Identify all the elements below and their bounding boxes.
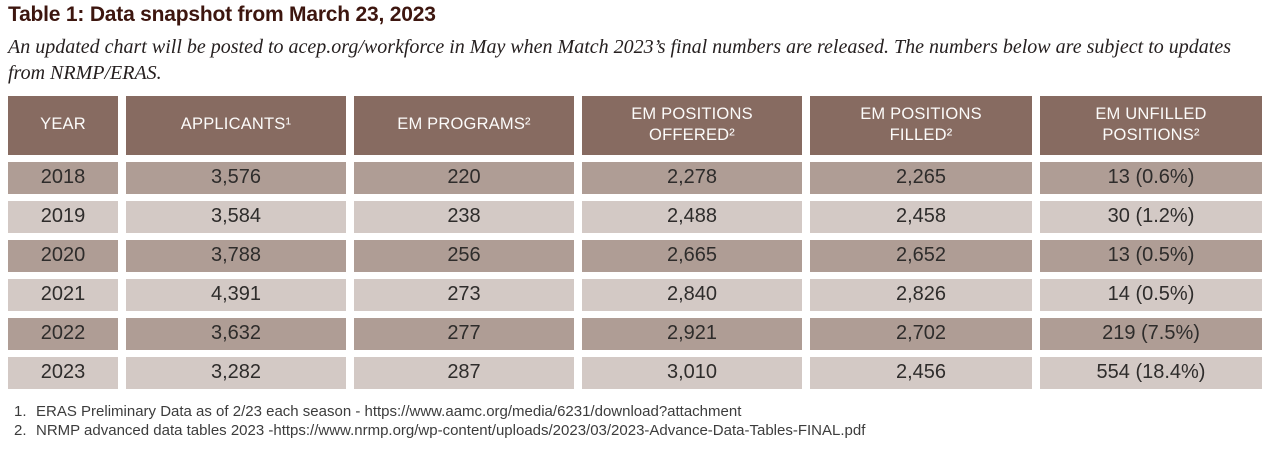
page-title: Table 1: Data snapshot from March 23, 20… bbox=[8, 3, 436, 26]
table-cell: 2020 bbox=[8, 239, 118, 272]
table-cell: 2,652 bbox=[810, 239, 1032, 272]
table-cell: 3,010 bbox=[582, 356, 802, 389]
column-header: YEAR bbox=[8, 95, 118, 155]
table-cell: 2,665 bbox=[582, 239, 802, 272]
table-cell: 3,788 bbox=[126, 239, 346, 272]
table-cell: 2,921 bbox=[582, 317, 802, 350]
table-cell: 273 bbox=[354, 278, 574, 311]
table-cell: 2,458 bbox=[810, 200, 1032, 233]
column-header: EM UNFILLED POSITIONS² bbox=[1040, 95, 1262, 155]
table-cell: 2019 bbox=[8, 200, 118, 233]
footnote-number: 2. bbox=[14, 421, 27, 439]
table-cell: 554 (18.4%) bbox=[1040, 356, 1262, 389]
table-cell: 220 bbox=[354, 161, 574, 194]
footnote-text: ERAS Preliminary Data as of 2/23 each se… bbox=[36, 402, 742, 420]
table-cell: 2018 bbox=[8, 161, 118, 194]
table-cell: 13 (0.5%) bbox=[1040, 239, 1262, 272]
footnote-text: NRMP advanced data tables 2023 -https://… bbox=[36, 421, 866, 439]
subtitle-note: An updated chart will be posted to acep.… bbox=[8, 36, 1231, 85]
footnote: 2. NRMP advanced data tables 2023 -https:… bbox=[14, 421, 1272, 440]
table-cell: 4,391 bbox=[126, 278, 346, 311]
column-header: EM POSITIONS FILLED² bbox=[810, 95, 1032, 155]
column-header: EM POSITIONS OFFERED² bbox=[582, 95, 802, 155]
table-cell: 277 bbox=[354, 317, 574, 350]
table-cell: 3,282 bbox=[126, 356, 346, 389]
table-cell: 30 (1.2%) bbox=[1040, 200, 1262, 233]
table-cell: 219 (7.5%) bbox=[1040, 317, 1262, 350]
table-cell: 14 (0.5%) bbox=[1040, 278, 1262, 311]
table-cell: 3,632 bbox=[126, 317, 346, 350]
table-cell: 2,702 bbox=[810, 317, 1032, 350]
table-cell: 2023 bbox=[8, 356, 118, 389]
table-cell: 3,584 bbox=[126, 200, 346, 233]
table-cell: 2,488 bbox=[582, 200, 802, 233]
column-header: EM PROGRAMS² bbox=[354, 95, 574, 155]
table-cell: 238 bbox=[354, 200, 574, 233]
footnote: 1. ERAS Preliminary Data as of 2/23 each … bbox=[14, 402, 1272, 421]
table-cell: 3,576 bbox=[126, 161, 346, 194]
table-cell: 2021 bbox=[8, 278, 118, 311]
footnote-number: 1. bbox=[14, 402, 27, 420]
table-cell: 2,840 bbox=[582, 278, 802, 311]
data-table: YEAR APPLICANTS¹ EM PROGRAMS² EM POSITIONS … bbox=[8, 95, 1262, 389]
table-cell: 2,826 bbox=[810, 278, 1032, 311]
table-cell: 256 bbox=[354, 239, 574, 272]
column-header: APPLICANTS¹ bbox=[126, 95, 346, 155]
table-cell: 287 bbox=[354, 356, 574, 389]
table-cell: 2022 bbox=[8, 317, 118, 350]
footnotes: 1. ERAS Preliminary Data as of 2/23 each … bbox=[14, 402, 1272, 440]
table-cell: 2,265 bbox=[810, 161, 1032, 194]
table-cell: 13 (0.6%) bbox=[1040, 161, 1262, 194]
table-cell: 2,278 bbox=[582, 161, 802, 194]
table-cell: 2,456 bbox=[810, 356, 1032, 389]
